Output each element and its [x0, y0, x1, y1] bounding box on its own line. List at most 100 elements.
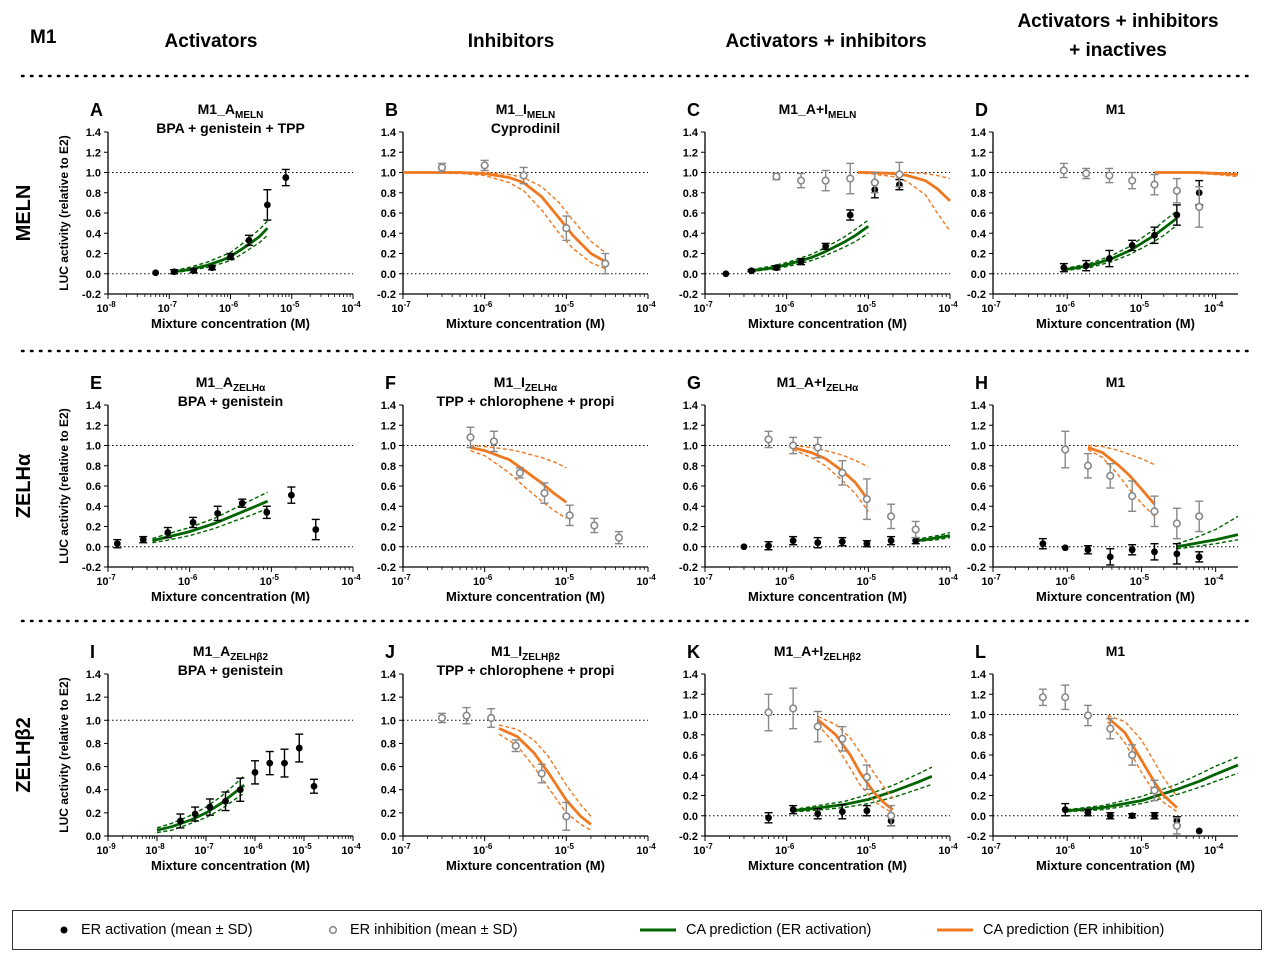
- y-tick-label: -0.2: [82, 562, 101, 574]
- x-axis-label: Mixture concentration (M): [446, 858, 605, 873]
- activation-point: [838, 808, 846, 816]
- activation-point: [789, 806, 797, 814]
- x-tick-base: 10: [243, 845, 255, 857]
- x-tick-exponent: -7: [706, 573, 714, 582]
- activation-point: [222, 797, 229, 805]
- x-tick-label: 10-7: [158, 300, 178, 315]
- y-tick-label: 0.0: [86, 542, 101, 554]
- activation-point: [113, 540, 121, 548]
- activation-point: [1195, 553, 1203, 561]
- y-tick-label: 1.4: [683, 400, 699, 412]
- x-tick-label: 10-5: [555, 842, 575, 857]
- title-subscript: ZELHβ2: [823, 652, 861, 663]
- activation-point: [251, 768, 259, 776]
- activation-point: [214, 509, 222, 517]
- x-tick-exponent: -6: [485, 573, 493, 582]
- y-tick-label: 1.4: [683, 127, 699, 139]
- activation-point: [789, 537, 797, 545]
- x-tick-base: 10: [341, 303, 353, 315]
- activation-point: [152, 269, 160, 277]
- prediction-curve: [1176, 533, 1239, 549]
- x-tick-label: 10-5: [857, 573, 877, 588]
- x-tick-exponent: -5: [869, 300, 877, 309]
- prediction-upper-bound: [470, 444, 567, 469]
- activation-point: [190, 267, 198, 275]
- x-axis-label: Mixture concentration (M): [748, 589, 907, 604]
- activation-point: [765, 814, 772, 822]
- y-tick-label: 0.2: [381, 522, 396, 534]
- inhibition-point: [489, 437, 499, 446]
- x-tick-base: 10: [158, 303, 170, 315]
- x-tick-base: 10: [981, 845, 993, 857]
- x-tick-base: 10: [938, 845, 950, 857]
- x-tick-label: 10-7: [981, 842, 1001, 857]
- activation-point: [206, 803, 214, 811]
- y-tick-label: 0.8: [86, 738, 101, 750]
- y-axis-label: LUC activity (relative to E2): [57, 135, 71, 290]
- activation-point: [748, 267, 755, 275]
- inhibition-point: [466, 433, 475, 442]
- x-tick-base: 10: [555, 576, 567, 588]
- inhibition-point: [519, 171, 528, 180]
- y-tick-label: 0.6: [86, 481, 101, 493]
- x-axis-label: Mixture concentration (M): [1036, 858, 1195, 873]
- inhibition-point: [911, 525, 920, 534]
- x-tick-exponent: -4: [951, 573, 959, 582]
- y-tick-label: 1.4: [971, 669, 987, 681]
- y-tick-label: 1.2: [86, 420, 101, 432]
- panel-letter: C: [687, 100, 700, 120]
- x-tick-base: 10: [1056, 303, 1068, 315]
- x-tick-exponent: -7: [706, 300, 714, 309]
- prediction-curve: [1154, 171, 1239, 176]
- x-tick-base: 10: [555, 303, 567, 315]
- x-tick-base: 10: [1130, 303, 1142, 315]
- x-tick-label: 10-6: [243, 842, 263, 857]
- legend-item-inhibition-prediction: CA prediction (ER inhibition): [935, 922, 1164, 938]
- y-tick-label: 1.4: [381, 669, 397, 681]
- x-tick-base: 10: [96, 845, 108, 857]
- activation-point: [1084, 546, 1092, 554]
- activation-point: [189, 519, 197, 526]
- x-tick-exponent: -7: [109, 573, 117, 582]
- inhibition-point: [1128, 492, 1137, 501]
- y-tick-label: 0.4: [86, 501, 102, 513]
- y-tick-label: 1.2: [381, 420, 396, 432]
- activation-point: [814, 539, 822, 547]
- prediction-curve: [858, 171, 951, 202]
- green-line-icon: [640, 928, 676, 932]
- inhibition-point: [886, 512, 896, 521]
- panel-title: M1_A+IZELHα: [777, 374, 860, 394]
- inhibition-point: [838, 734, 847, 743]
- x-tick-label: 10-6: [473, 842, 493, 857]
- y-tick-label: 1.0: [971, 441, 986, 453]
- x-tick-label: 10-4: [636, 573, 656, 588]
- title-subscript: ZELHβ2: [230, 652, 268, 663]
- y-tick-label: 0.6: [683, 750, 698, 762]
- panel-letter: K: [687, 642, 700, 662]
- x-tick-exponent: -6: [787, 842, 795, 851]
- y-tick-label: 1.4: [86, 400, 102, 412]
- inhibition-point: [1128, 176, 1137, 185]
- legend-label: ER activation (mean ± SD): [81, 922, 253, 939]
- x-tick-label: 10-8: [145, 842, 165, 857]
- prediction-upper-bound: [751, 219, 869, 271]
- y-tick-label: 0.8: [971, 188, 986, 200]
- x-tick-exponent: -4: [649, 573, 657, 582]
- title-subscript: ZELHα: [233, 383, 266, 394]
- activation-point: [797, 258, 805, 265]
- activation-point: [1151, 548, 1158, 556]
- activation-point: [1061, 544, 1069, 552]
- prediction-lower-bound: [1087, 448, 1155, 517]
- activation-point: [312, 526, 320, 533]
- y-tick-label: 0.6: [683, 481, 698, 493]
- y-tick-label: 1.0: [86, 168, 101, 180]
- legend-label: ER inhibition (mean ± SD): [350, 922, 518, 939]
- x-tick-exponent: -4: [649, 300, 657, 309]
- prediction-lower-bound: [156, 792, 245, 834]
- panel-G: G M1_A+IZELHα -0.2 0.0 0.2 0.4 0.6 0.8 1.0 1.2 1.4…: [679, 373, 958, 604]
- x-tick-base: 10: [981, 576, 993, 588]
- y-tick-label: 1.0: [971, 168, 986, 180]
- y-tick-label: 0.8: [86, 188, 101, 200]
- x-tick-exponent: -6: [1068, 573, 1076, 582]
